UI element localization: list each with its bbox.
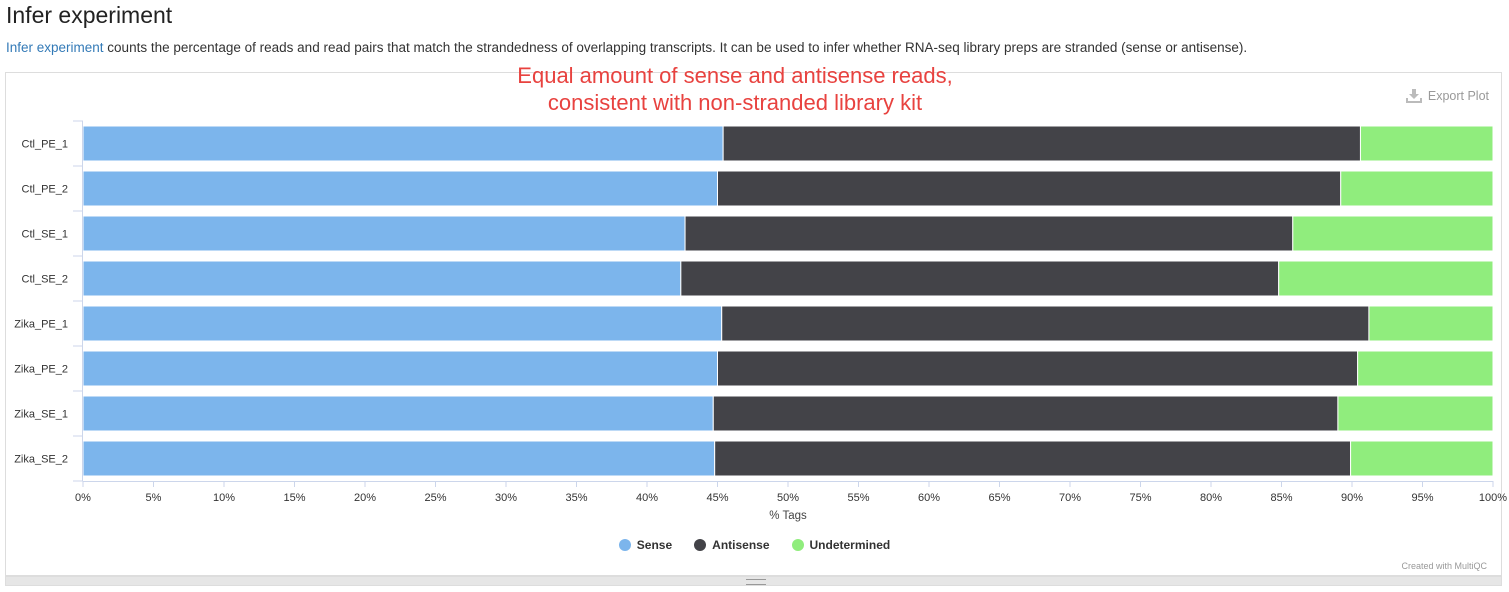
x-tick-label: 75% bbox=[1129, 492, 1151, 504]
bar-antisense-ctl-pe-1[interactable] bbox=[722, 125, 1361, 162]
x-tick-label: 80% bbox=[1200, 492, 1222, 504]
x-tick-label: 20% bbox=[354, 492, 376, 504]
bar-undetermined-zika-pe-1[interactable] bbox=[1368, 305, 1494, 342]
legend-label: Undetermined bbox=[809, 538, 891, 552]
bar-sense-zika-se-1[interactable] bbox=[82, 395, 714, 432]
x-tick-label: 40% bbox=[636, 492, 658, 504]
legend-marker-icon bbox=[618, 539, 631, 551]
x-tick-label: 100% bbox=[1479, 492, 1507, 504]
legend-marker-icon bbox=[791, 539, 804, 551]
chart-legend: Sense Antisense Undetermined bbox=[0, 538, 1509, 552]
export-plot-label: Export Plot bbox=[1427, 89, 1489, 103]
y-tick-label: Ctl_SE_2 bbox=[22, 274, 68, 286]
resize-handle[interactable] bbox=[5, 576, 1502, 586]
x-tick-label: 35% bbox=[565, 492, 587, 504]
x-tick-label: 10% bbox=[213, 492, 235, 504]
x-tick-label: 55% bbox=[847, 492, 869, 504]
legend-label: Antisense bbox=[712, 538, 770, 552]
bar-undetermined-zika-pe-2[interactable] bbox=[1357, 350, 1494, 387]
bar-antisense-ctl-se-1[interactable] bbox=[684, 215, 1294, 252]
x-tick-label: 45% bbox=[706, 492, 728, 504]
x-tick-label: 0% bbox=[75, 492, 91, 504]
bar-antisense-zika-se-1[interactable] bbox=[712, 395, 1339, 432]
legend-item-undetermined[interactable]: Undetermined bbox=[791, 538, 891, 552]
bar-undetermined-ctl-se-2[interactable] bbox=[1278, 260, 1494, 297]
download-icon bbox=[1405, 89, 1422, 103]
bars-layer bbox=[82, 125, 1494, 477]
x-tick-label: 70% bbox=[1059, 492, 1081, 504]
bar-antisense-zika-se-2[interactable] bbox=[714, 440, 1352, 477]
x-tick-label: 25% bbox=[424, 492, 446, 504]
bar-sense-ctl-pe-2[interactable] bbox=[82, 170, 718, 207]
x-tick-label: 5% bbox=[146, 492, 162, 504]
description-text: counts the percentage of reads and read … bbox=[103, 40, 1248, 55]
bar-undetermined-ctl-se-1[interactable] bbox=[1292, 215, 1494, 252]
x-tick-label: 30% bbox=[495, 492, 517, 504]
bar-sense-ctl-se-1[interactable] bbox=[82, 215, 686, 252]
bar-sense-ctl-se-2[interactable] bbox=[82, 260, 682, 297]
y-tick-label: Zika_SE_1 bbox=[14, 409, 68, 421]
chart-annotation: Equal amount of sense and antisense read… bbox=[470, 62, 1000, 116]
multiqc-credit: Created with MultiQC bbox=[1401, 561, 1487, 571]
y-tick-label: Ctl_PE_1 bbox=[22, 139, 68, 151]
y-tick-label: Zika_SE_2 bbox=[14, 454, 68, 466]
section-title: Infer experiment bbox=[6, 2, 173, 28]
legend-item-sense[interactable]: Sense bbox=[618, 538, 673, 552]
x-tick-label: 15% bbox=[283, 492, 305, 504]
y-tick-label: Zika_PE_1 bbox=[14, 319, 68, 331]
bar-sense-ctl-pe-1[interactable] bbox=[82, 125, 724, 162]
legend-item-antisense[interactable]: Antisense bbox=[694, 538, 770, 552]
export-plot-button[interactable]: Export Plot bbox=[1405, 89, 1489, 103]
bar-undetermined-ctl-pe-2[interactable] bbox=[1340, 170, 1494, 207]
y-axis: Ctl_PE_1 Ctl_PE_2 Ctl_SE_1 Ctl_SE_2 Zika_PE_… bbox=[14, 120, 83, 482]
x-tick-label: 90% bbox=[1341, 492, 1363, 504]
legend-label: Sense bbox=[636, 538, 673, 552]
bar-antisense-ctl-pe-2[interactable] bbox=[717, 170, 1342, 207]
x-tick-label: 85% bbox=[1270, 492, 1292, 504]
bar-antisense-zika-pe-1[interactable] bbox=[721, 305, 1370, 342]
x-tick-label: 65% bbox=[988, 492, 1010, 504]
bar-undetermined-zika-se-2[interactable] bbox=[1350, 440, 1494, 477]
y-tick-label: Ctl_SE_1 bbox=[22, 229, 68, 241]
annotation-line-2: consistent with non-stranded library kit bbox=[547, 90, 923, 115]
bar-antisense-zika-pe-2[interactable] bbox=[717, 350, 1359, 387]
x-tick-label: 50% bbox=[777, 492, 799, 504]
bar-sense-zika-se-2[interactable] bbox=[82, 440, 716, 477]
x-tick-label: 60% bbox=[918, 492, 940, 504]
x-axis-title: % Tags bbox=[769, 510, 807, 522]
bar-undetermined-zika-se-1[interactable] bbox=[1337, 395, 1494, 432]
y-tick-label: Ctl_PE_2 bbox=[22, 184, 68, 196]
section-description: Infer experiment counts the percentage o… bbox=[6, 40, 1247, 55]
bar-sense-zika-pe-2[interactable] bbox=[82, 350, 718, 387]
bar-undetermined-ctl-pe-1[interactable] bbox=[1359, 125, 1494, 162]
x-tick-label: 95% bbox=[1411, 492, 1433, 504]
legend-marker-icon bbox=[694, 539, 707, 551]
y-tick-label: Zika_PE_2 bbox=[14, 364, 68, 376]
bar-sense-zika-pe-1[interactable] bbox=[82, 305, 723, 342]
x-axis: 0% 5% 10% 15% 20% 25% 30% 35% 40% 45% 50% 55% 60% 65%… bbox=[75, 481, 1507, 522]
infer-experiment-link[interactable]: Infer experiment bbox=[6, 40, 104, 55]
annotation-line-1: Equal amount of sense and antisense read… bbox=[517, 63, 953, 88]
bar-antisense-ctl-se-2[interactable] bbox=[680, 260, 1280, 297]
grip-icon bbox=[746, 579, 766, 585]
